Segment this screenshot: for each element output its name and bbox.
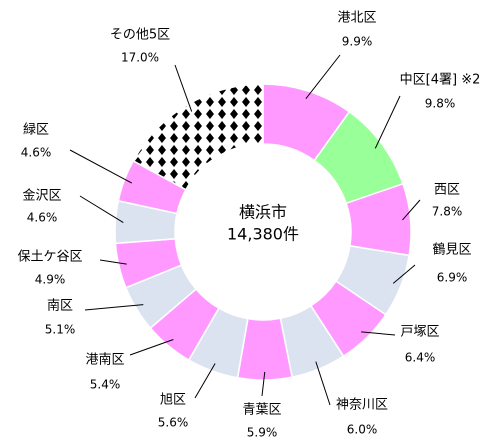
slice-value-label: 17.0% (121, 51, 159, 65)
slice-value-label: 4.6% (21, 146, 52, 160)
center-title: 横浜市 (239, 203, 287, 222)
leader-line (174, 64, 193, 112)
leader-line (84, 304, 144, 311)
leader-line (392, 264, 416, 284)
slice-value-label: 6.0% (347, 423, 378, 437)
slice-label: 旭区 (160, 393, 186, 408)
slice-value-label: 6.9% (437, 271, 468, 285)
slice-value-label: 4.9% (35, 273, 66, 287)
leader-line (374, 95, 401, 149)
leader-line (194, 363, 216, 399)
slice-label: 中区[4署] ※2 (400, 73, 481, 88)
leader-line (361, 331, 396, 336)
slice-label: 南区 (47, 298, 73, 314)
slice-label: その他5区 (110, 28, 170, 43)
center-value: 14,380件 (227, 225, 299, 244)
slice-label: 戸塚区 (400, 325, 439, 340)
slice-value-label: 5.4% (90, 378, 121, 392)
leader-line (261, 371, 266, 397)
slice-value-label: 9.9% (342, 35, 373, 49)
slice-value-label: 5.6% (158, 416, 189, 430)
slice-label: 港南区 (85, 352, 124, 368)
slice-value-label: 5.1% (45, 323, 76, 337)
slice-label: 青葉区 (242, 403, 281, 418)
slice-value-label: 9.8% (425, 97, 456, 111)
slice-value-label: 5.9% (247, 426, 278, 440)
slice-label: 鶴見区 (432, 242, 471, 258)
leader-line (315, 361, 331, 406)
slice-label: 西区 (434, 183, 460, 198)
leader-line (305, 54, 341, 100)
leader-line (79, 195, 124, 223)
slice-label: 金沢区 (22, 188, 61, 204)
leader-line (402, 199, 421, 221)
slice-label: 神奈川区 (336, 398, 388, 413)
slice-label: 港北区 (337, 11, 376, 26)
slice-value-label: 7.8% (432, 205, 463, 219)
leader-line (99, 259, 127, 265)
donut-slice (132, 83, 264, 191)
slice-value-label: 6.4% (405, 351, 436, 365)
leader-line (69, 149, 133, 184)
slice-label: 保土ケ谷区 (17, 250, 82, 265)
slice-value-label: 4.6% (27, 211, 58, 225)
leader-line (129, 339, 174, 356)
slice-label: 緑区 (23, 123, 49, 138)
